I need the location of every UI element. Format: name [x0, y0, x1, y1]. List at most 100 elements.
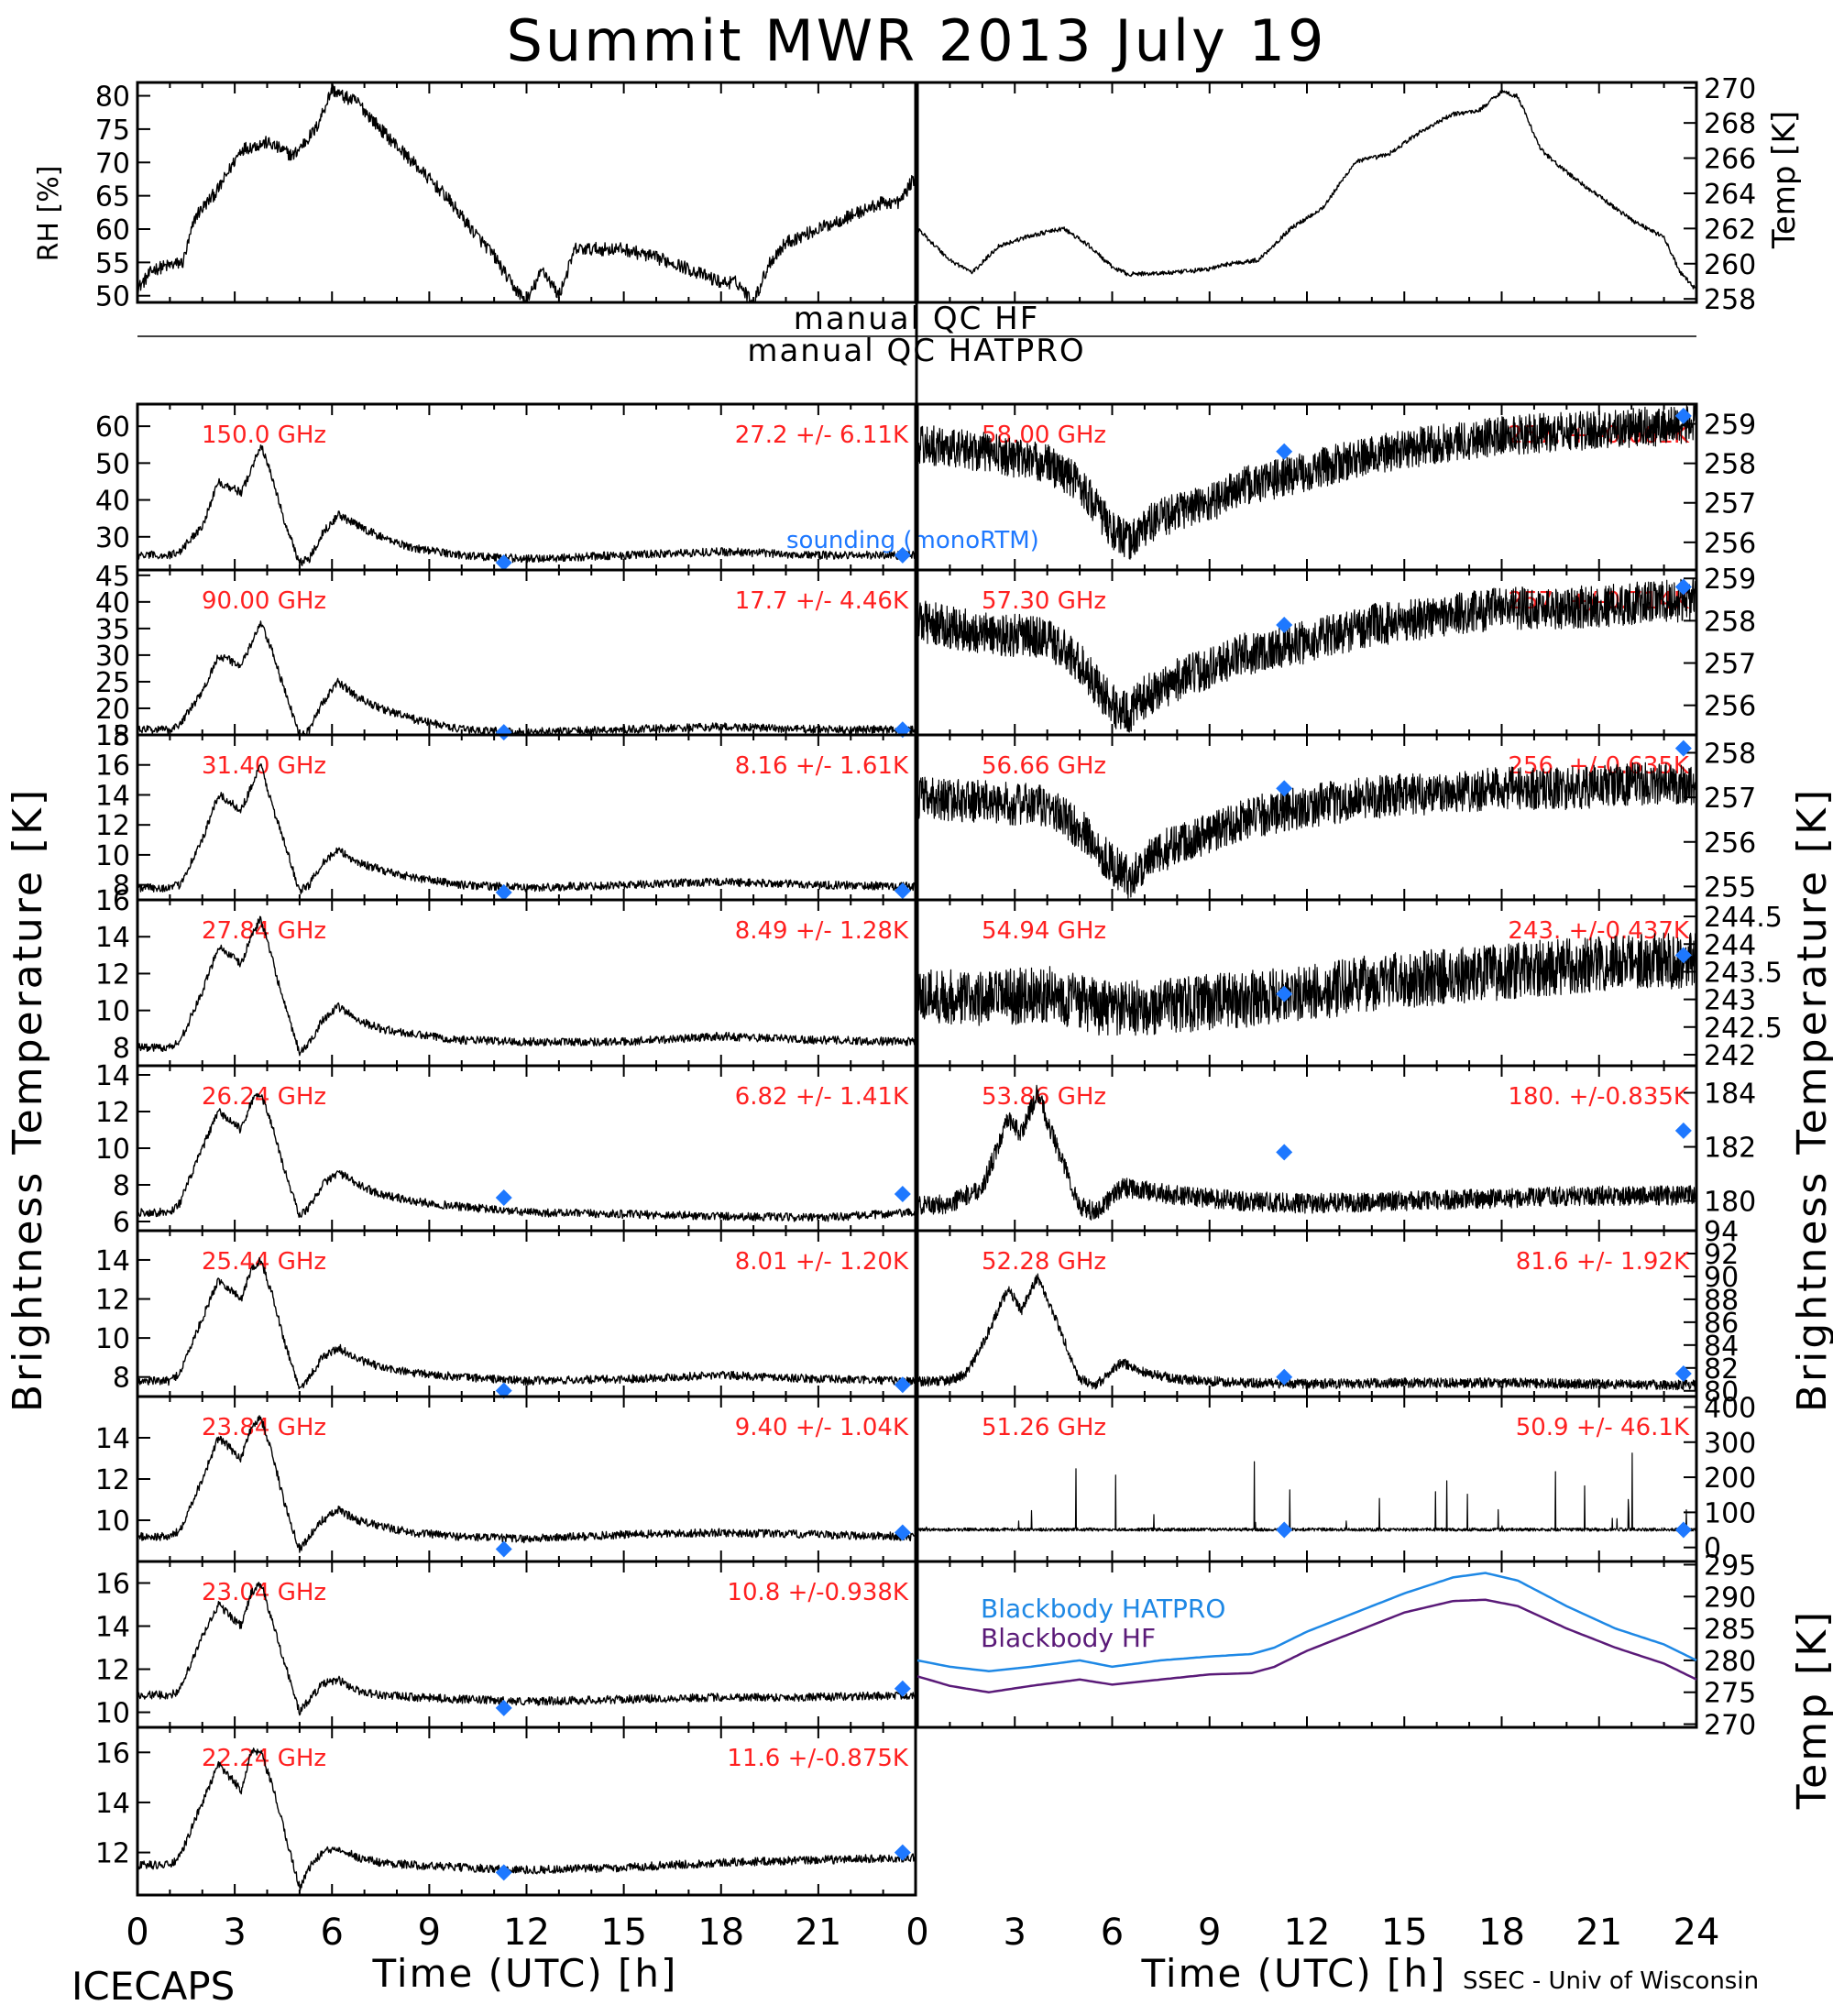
tb-90-00-y-tick-label: 40: [95, 587, 130, 619]
temp-y-tick-label: 268: [1704, 108, 1756, 140]
x-tick-label: 21: [795, 1912, 841, 1954]
tb-27-84-y-tick-label: 10: [95, 996, 130, 1028]
sounding-legend: sounding (monoRTM): [786, 527, 1039, 554]
tb-31-40-y-tick-label: 14: [95, 780, 130, 812]
tb-54-94-trace: [916, 932, 1697, 1036]
tb-23-84-stats-label: 9.40 +/- 1.04K: [735, 1414, 909, 1441]
tb-54-94-y-tick-label: 243.5: [1704, 957, 1783, 989]
tb-53-86-trace: [916, 1084, 1697, 1221]
tb-90-00-trace: [137, 620, 916, 736]
tb-25-44-sounding-marker: [894, 1376, 911, 1394]
tb-90-00-y-tick-label: 20: [95, 694, 130, 726]
tb-25-44-trace: [137, 1256, 916, 1390]
tb-52-28-y-tick-label: 82: [1704, 1353, 1739, 1386]
figure-title: Summit MWR 2013 July 19: [507, 7, 1327, 74]
x-axis-title-left: Time (UTC) [h]: [372, 1951, 678, 1996]
rh-y-tick-label: 60: [95, 214, 130, 247]
tb-52-28-y-tick-label: 80: [1704, 1376, 1739, 1408]
blackbody-temp-label: Temp [K]: [1789, 1609, 1833, 1810]
footer-ssec: SSEC - Univ of Wisconsin: [1463, 1967, 1759, 1995]
tb-51-26-sounding-marker: [1674, 1521, 1692, 1539]
tb-90-00-y-tick-label: 30: [95, 641, 130, 673]
y-axis-title-right: Brightness Temperature [K]: [1789, 787, 1833, 1412]
tb-54-94-y-tick-label: 243: [1704, 985, 1756, 1017]
tb-90-00-y-tick-label: 25: [95, 667, 130, 699]
tb-23-04-y-tick-label: 10: [95, 1698, 130, 1730]
x-tick-label: 24: [1674, 1912, 1720, 1954]
tb-22-24-stats-label: 11.6 +/-0.875K: [727, 1745, 909, 1772]
tb-23-04-y-tick-label: 12: [95, 1655, 130, 1687]
tb-23-04-stats-label: 10.8 +/-0.938K: [727, 1579, 909, 1606]
tb-56-66-y-tick-label: 256: [1704, 827, 1756, 860]
temp-frame: [916, 81, 1698, 304]
tb-26-24-y-tick-label: 6: [113, 1207, 130, 1239]
tb-25-44-y-tick-label: 10: [95, 1323, 130, 1355]
tb-25-44-y-tick-label: 12: [95, 1285, 130, 1317]
tb-57-30-freq-label: 57.30 GHz: [982, 587, 1106, 615]
x-tick-label: 9: [418, 1912, 441, 1954]
rh-axis-label: RH [%]: [33, 166, 65, 262]
y-axis-title-left: Brightness Temperature [K]: [5, 787, 51, 1412]
x-tick-label: 15: [600, 1912, 647, 1954]
tb-57-30-trace: [916, 578, 1697, 733]
tb-150-0-freq-label: 150.0 GHz: [202, 422, 326, 449]
tb-51-26-y-tick-label: 0: [1704, 1533, 1721, 1565]
blackbody-series-hatpro: [916, 1572, 1697, 1672]
tb-90-00-y-tick-label: 45: [95, 561, 130, 593]
tb-31-40-y-tick-label: 10: [95, 840, 130, 872]
x-tick-label: 3: [223, 1912, 246, 1954]
tb-25-44-sounding-marker: [495, 1382, 512, 1399]
tb-27-84-trace: [137, 915, 916, 1057]
x-tick-label: 6: [1101, 1912, 1124, 1954]
tb-52-28-sounding-marker: [1674, 1365, 1692, 1383]
tb-51-26-y-tick-label: 100: [1704, 1497, 1756, 1529]
tb-90-00-y-tick-label: 15: [95, 720, 130, 752]
footer-icecaps: ICECAPS: [71, 1964, 235, 2009]
tb-53-86-y-tick-label: 182: [1704, 1133, 1756, 1165]
tb-23-04-sounding-marker: [894, 1680, 911, 1697]
tb-51-26-sounding-marker: [1276, 1521, 1293, 1539]
tb-54-94-y-tick-label: 242: [1704, 1040, 1756, 1072]
tb-31-40-stats-label: 8.16 +/- 1.61K: [735, 752, 909, 780]
tb-54-94-freq-label: 54.94 GHz: [982, 917, 1106, 945]
tb-57-30-sounding-marker: [1674, 578, 1692, 596]
x-tick-label: 0: [906, 1912, 928, 1954]
tb-150-0-y-tick-label: 30: [95, 522, 130, 554]
tb-26-24-y-tick-label: 8: [113, 1170, 130, 1202]
tb-22-24-trace: [137, 1748, 916, 1891]
rh-y-tick-label: 80: [95, 82, 130, 114]
tb-26-24-y-tick-label: 14: [95, 1060, 130, 1092]
tb-150-0-y-tick-label: 40: [95, 486, 130, 518]
temp-y-tick-label: 260: [1704, 249, 1756, 281]
rh-y-tick-label: 55: [95, 247, 130, 279]
tb-56-66-trace: [916, 761, 1697, 899]
x-tick-label: 9: [1198, 1912, 1221, 1954]
tb-90-00-stats-label: 17.7 +/- 4.46K: [735, 587, 909, 615]
tb-52-28-y-tick-label: 86: [1704, 1308, 1739, 1340]
tb-23-04-y-tick-label: 16: [95, 1569, 130, 1601]
tb-27-84-y-tick-label: 8: [113, 1033, 130, 1065]
blackbody-y-tick-label: 290: [1704, 1582, 1756, 1614]
legend-blackbody-hatpro: Blackbody HATPRO: [981, 1594, 1225, 1624]
blackbody-y-tick-label: 270: [1704, 1710, 1756, 1742]
tb-52-28-sounding-marker: [1276, 1368, 1293, 1386]
tb-57-30-sounding-marker: [1276, 617, 1293, 633]
plot-area: 5055606570758025826026226426626827030405…: [95, 73, 1783, 1954]
tb-26-24-sounding-marker: [894, 1186, 911, 1202]
tb-23-84-trace: [137, 1415, 916, 1553]
tb-51-26-stats-label: 50.9 +/- 46.1K: [1516, 1414, 1690, 1441]
tb-31-40-y-tick-label: 12: [95, 810, 130, 842]
tb-27-84-stats-label: 8.49 +/- 1.28K: [735, 917, 909, 945]
tb-150-0-y-tick-label: 60: [95, 411, 130, 444]
tb-90-00-freq-label: 90.00 GHz: [202, 587, 326, 615]
tb-54-94-y-tick-label: 242.5: [1704, 1013, 1783, 1045]
temp-y-tick-label: 266: [1704, 144, 1756, 176]
tb-23-04-sounding-marker: [495, 1699, 512, 1716]
tb-150-0-trace: [137, 444, 916, 566]
